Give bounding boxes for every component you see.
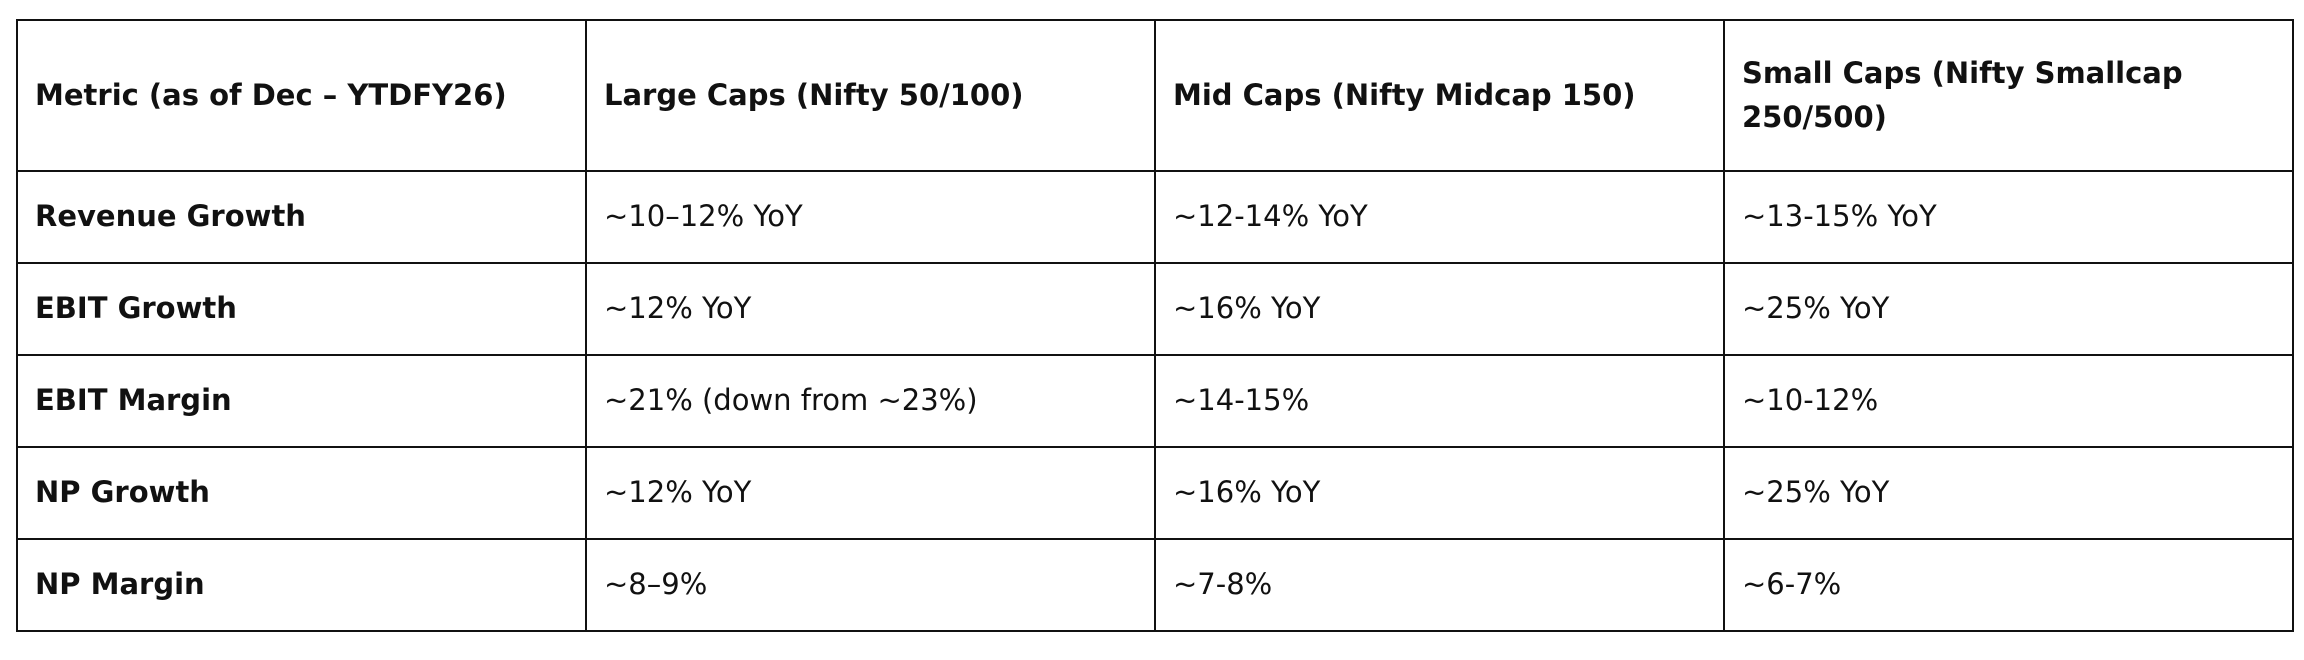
cell: ~6-7%: [1723, 538, 2294, 632]
cell: ~8–9%: [585, 538, 1156, 632]
cell: ~12-14% YoY: [1154, 170, 1725, 264]
header-cell: Metric (as of Dec – YTDFY26): [16, 19, 587, 172]
header-row: Metric (as of Dec – YTDFY26) Large Caps (…: [16, 19, 2294, 172]
table-row: EBIT Margin ~21% (down from ~23%) ~14-15% ~…: [16, 354, 2294, 448]
cell: ~7-8%: [1154, 538, 1725, 632]
table-row: NP Growth ~12% YoY ~16% YoY ~25% YoY: [16, 446, 2294, 540]
header-cell: Large Caps (Nifty 50/100): [585, 19, 1156, 172]
row-label: NP Margin: [16, 538, 587, 632]
cell: ~12% YoY: [585, 262, 1156, 356]
cell: ~25% YoY: [1723, 446, 2294, 540]
table-row: EBIT Growth ~12% YoY ~16% YoY ~25% YoY: [16, 262, 2294, 356]
row-label: NP Growth: [16, 446, 587, 540]
row-label: Revenue Growth: [16, 170, 587, 264]
cell: ~16% YoY: [1154, 446, 1725, 540]
cell: ~13-15% YoY: [1723, 170, 2294, 264]
cell: ~21% (down from ~23%): [585, 354, 1156, 448]
table-row: Revenue Growth ~10–12% YoY ~12-14% YoY ~13-…: [16, 170, 2294, 264]
cell: ~10-12%: [1723, 354, 2294, 448]
table-body: Revenue Growth ~10–12% YoY ~12-14% YoY ~13-…: [16, 170, 2294, 632]
row-label: EBIT Growth: [16, 262, 587, 356]
metrics-table: Metric (as of Dec – YTDFY26) Large Caps (…: [16, 19, 2294, 632]
header-cell: Mid Caps (Nifty Midcap 150): [1154, 19, 1725, 172]
cell: ~12% YoY: [585, 446, 1156, 540]
cell: ~16% YoY: [1154, 262, 1725, 356]
cell: ~25% YoY: [1723, 262, 2294, 356]
row-label: EBIT Margin: [16, 354, 587, 448]
cell: ~14-15%: [1154, 354, 1725, 448]
table-row: NP Margin ~8–9% ~7-8% ~6-7%: [16, 538, 2294, 632]
header-cell: Small Caps (Nifty Smallcap 250/500): [1723, 19, 2294, 172]
cell: ~10–12% YoY: [585, 170, 1156, 264]
